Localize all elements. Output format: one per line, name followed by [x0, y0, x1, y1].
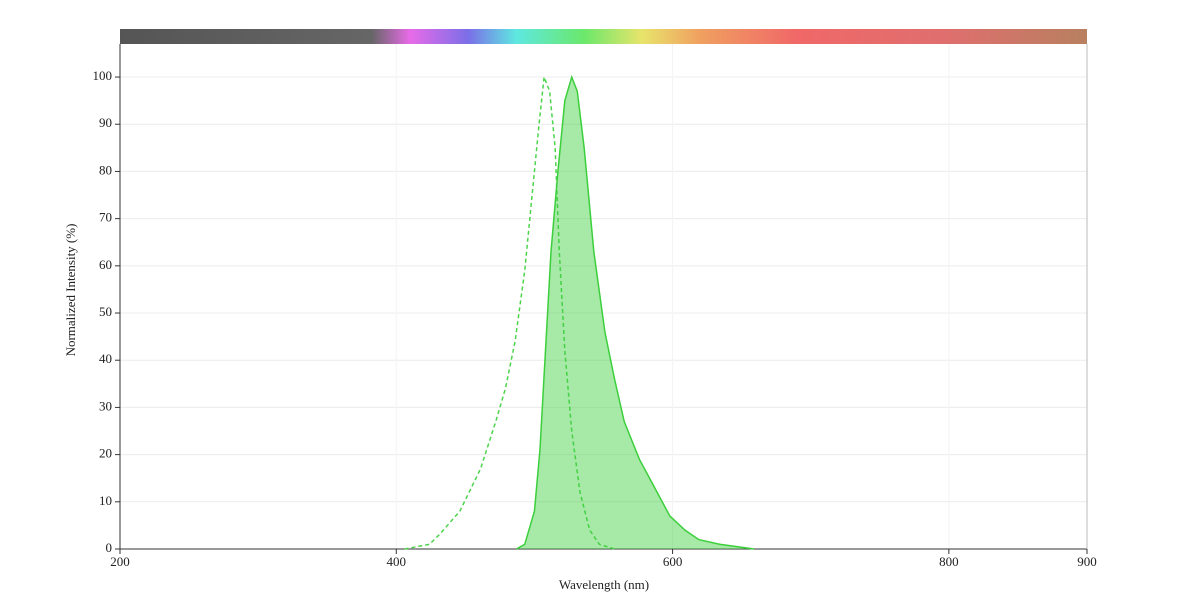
y-tick-label: 30 — [99, 398, 112, 413]
x-tick-label: 600 — [663, 554, 683, 569]
spectrum-bar — [120, 29, 1087, 44]
x-tick-label: 400 — [387, 554, 407, 569]
x-tick-label: 800 — [939, 554, 959, 569]
y-tick-label: 40 — [99, 351, 112, 366]
area — [516, 77, 755, 549]
y-tick-label: 100 — [93, 68, 113, 83]
y-tick-label: 20 — [99, 446, 112, 461]
line — [404, 76, 615, 550]
y-tick-label: 70 — [99, 210, 112, 225]
y-tick-label: 60 — [99, 257, 112, 272]
x-tick-label: 200 — [110, 554, 130, 569]
y-tick-label: 0 — [106, 540, 113, 555]
x-axis-label: Wavelength (nm) — [559, 577, 649, 592]
y-tick-label: 50 — [99, 304, 112, 319]
y-tick-label: 90 — [99, 115, 112, 130]
x-tick-label: 900 — [1077, 554, 1097, 569]
y-tick-label: 10 — [99, 493, 112, 508]
y-tick-label: 80 — [99, 162, 112, 177]
y-axis-label: Normalized Intensity (%) — [63, 224, 78, 357]
line — [516, 74, 755, 550]
